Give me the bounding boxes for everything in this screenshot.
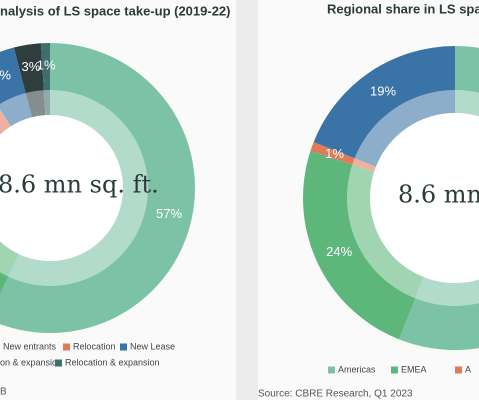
center-label: 8.6 mn sq	[398, 181, 479, 209]
legend-label: New entrants	[3, 341, 57, 351]
slice	[399, 46, 479, 350]
slice-label: 5%	[0, 67, 11, 82]
slice	[40, 43, 50, 116]
legend-marker	[391, 366, 398, 374]
source: B	[0, 387, 7, 398]
legend-label: Americas	[338, 364, 376, 374]
slice	[0, 109, 11, 135]
chart-title: nalysis of LS space take-up (2019-22)	[0, 3, 230, 18]
slice-label: 1%	[325, 146, 344, 161]
legend-label: on & expansion	[0, 357, 62, 367]
legend-label: Relocation	[73, 341, 116, 351]
left-panel: nalysis of LS space take-up (2019-22) 57%…	[0, 0, 236, 400]
donut-hole	[0, 115, 123, 261]
legend-label: EMEA	[401, 364, 427, 374]
slice-label: 1%	[37, 57, 56, 72]
legend-marker	[120, 343, 127, 351]
donut-hole	[370, 113, 479, 283]
legend-label: Relocation & expansion	[65, 357, 160, 367]
center-label: 8.6 mn sq. ft.	[0, 171, 159, 199]
slice	[303, 151, 424, 340]
legend-marker	[328, 366, 335, 374]
slice-label: 19%	[370, 84, 396, 99]
legend-marker	[455, 366, 462, 374]
slice	[0, 43, 195, 333]
chart-title: Regional share in LS spac	[327, 1, 479, 16]
source: Source: CBRE Research, Q1 2023	[258, 389, 413, 400]
legend-marker	[55, 359, 62, 367]
slice-label: 57%	[156, 206, 182, 221]
legend-label: New Lease	[130, 341, 175, 351]
right-panel: Regional share in LS spac 24% 1% 19% 8.6 mn …	[258, 0, 479, 400]
slice-label: 24%	[326, 244, 352, 259]
slice	[0, 241, 19, 295]
slice	[0, 47, 32, 127]
slice	[310, 142, 376, 172]
slice	[313, 46, 455, 167]
slice	[13, 43, 46, 118]
slice-label: 3%	[22, 59, 41, 74]
legend-marker	[63, 343, 70, 351]
legend-label: A	[465, 364, 471, 374]
